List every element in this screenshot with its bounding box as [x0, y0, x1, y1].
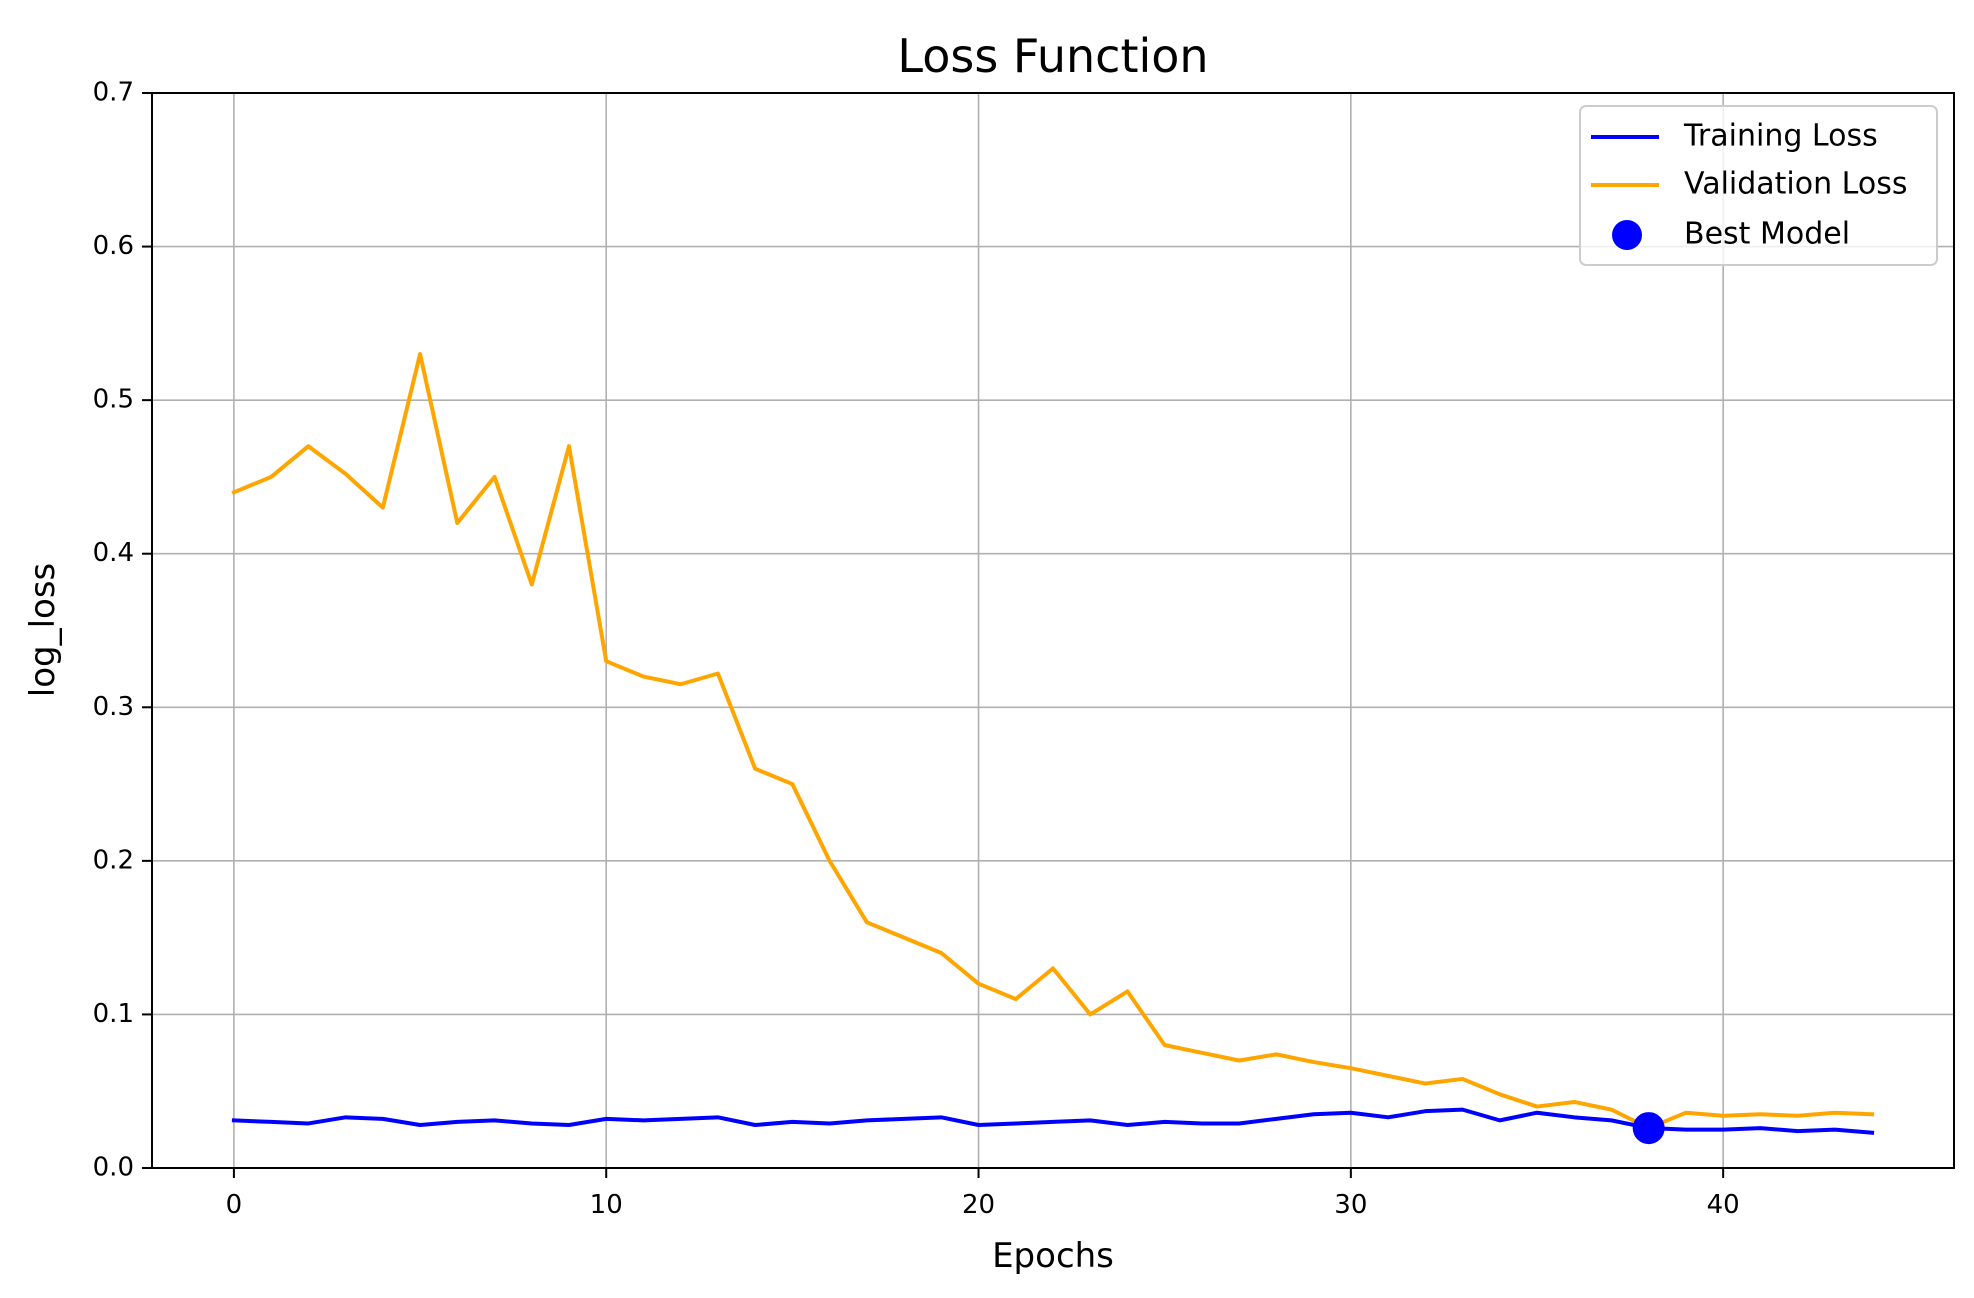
legend-validation-label: Validation Loss [1684, 167, 1907, 202]
x-tick-label: 20 [962, 1190, 995, 1220]
chart-title: Loss Function [897, 29, 1208, 83]
y-tick-label: 0.2 [93, 845, 134, 875]
y-tick-label: 0.6 [93, 231, 134, 261]
y-tick-label: 0.7 [93, 78, 134, 108]
legend: Training Loss Validation Loss Best Model [1579, 105, 1938, 266]
x-axis-label: Epochs [992, 1236, 1114, 1276]
legend-best-model-marker [1612, 220, 1642, 250]
grid [152, 92, 1954, 1169]
x-tick-label: 10 [590, 1190, 623, 1220]
x-tick-label: 30 [1334, 1190, 1367, 1220]
y-tick-label: 0.3 [93, 692, 134, 722]
x-tick-label: 40 [1707, 1190, 1740, 1220]
best-model-marker [1632, 1112, 1665, 1145]
legend-training-label: Training Loss [1683, 119, 1878, 154]
series-layer [231, 352, 1875, 1135]
validation-loss-line [231, 352, 1875, 1131]
y-tick-label: 0.5 [93, 385, 134, 415]
y-tick-label: 0.0 [93, 1153, 134, 1183]
y-tick-label: 0.4 [93, 538, 134, 568]
ticks: 0 10 20 30 40 0.0 0.1 0.2 0.3 0.4 0.5 0.6 0.7 [93, 78, 1740, 1221]
y-axis-label: log_loss [23, 563, 63, 698]
marker-layer [1632, 1112, 1665, 1145]
x-tick-label: 0 [226, 1190, 243, 1220]
legend-best-model-label: Best Model [1684, 217, 1850, 252]
y-tick-label: 0.1 [93, 999, 134, 1029]
plot-frame [151, 92, 1955, 1169]
training-loss-line [231, 1107, 1875, 1135]
legend-box [1579, 105, 1938, 266]
